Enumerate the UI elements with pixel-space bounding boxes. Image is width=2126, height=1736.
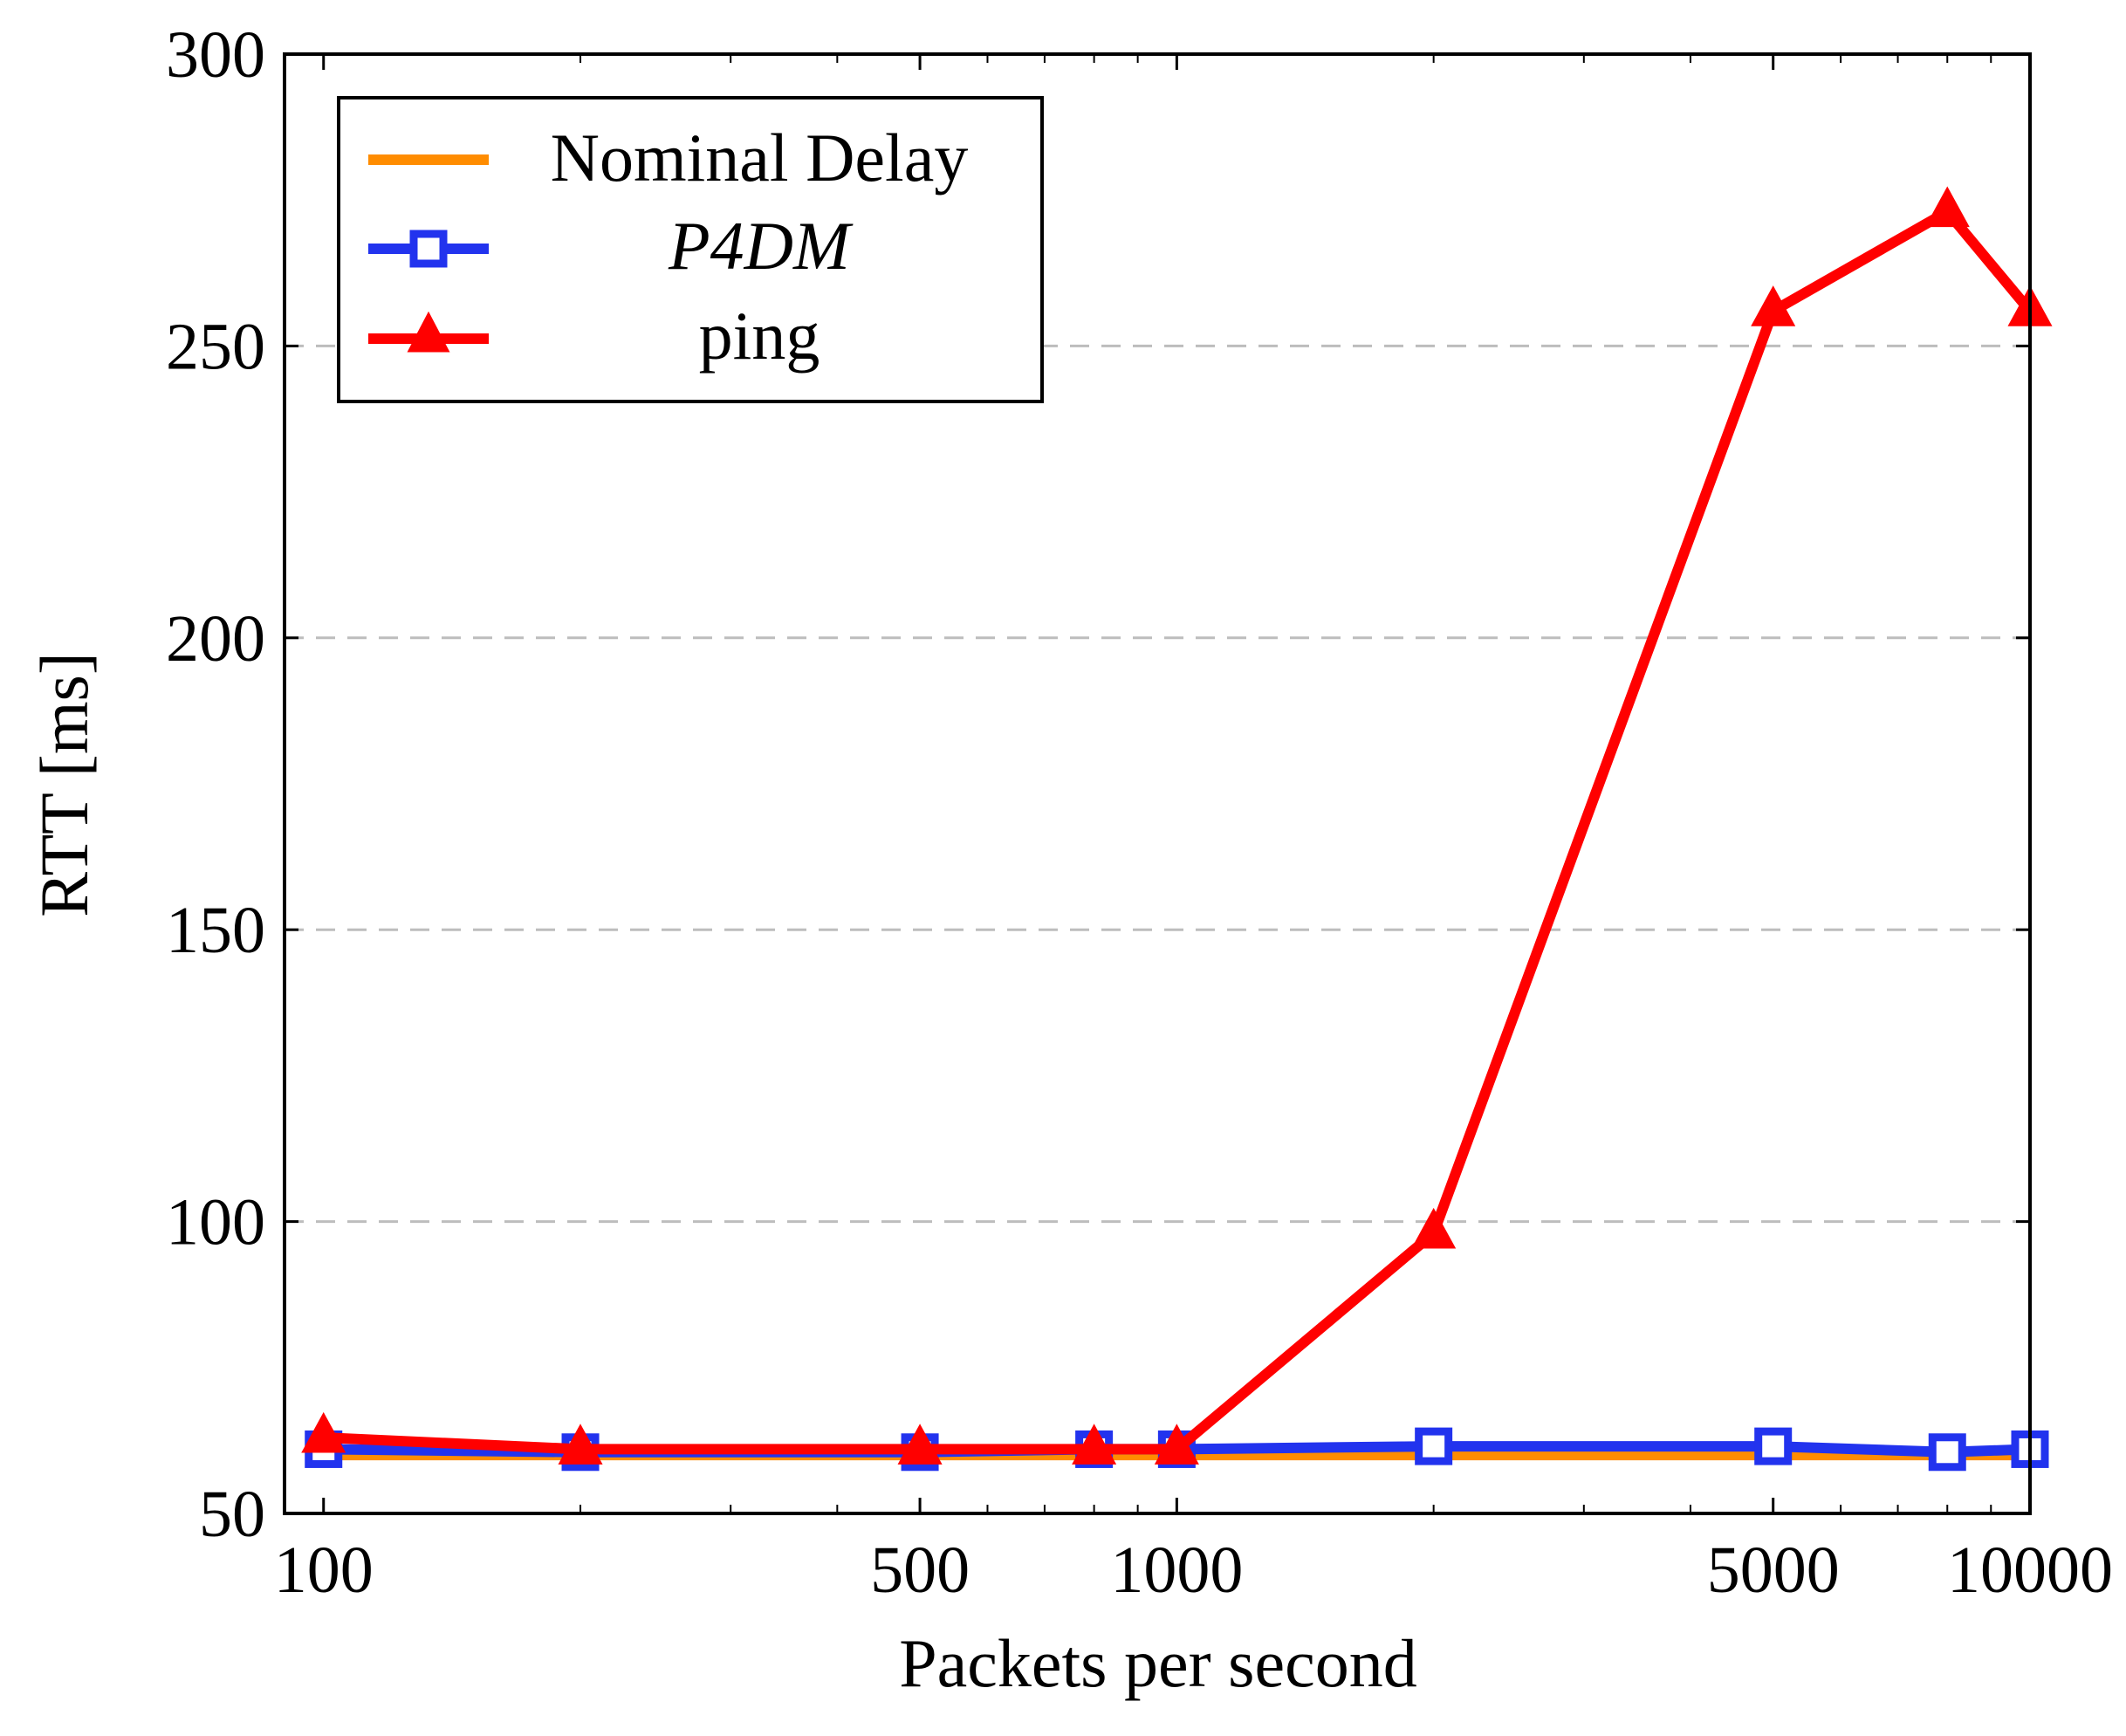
legend-entry-nominal-delay: Nominal Delay [368, 120, 968, 196]
data-point-ping-800 [1072, 1424, 1117, 1465]
legend-label-p4dm: P4DM [668, 208, 854, 284]
y-tick-label-200: 200 [166, 602, 265, 676]
x-tick-label-500: 500 [870, 1534, 970, 1607]
data-point-ping-100 [301, 1411, 346, 1453]
x-axis-label: Packets per second [899, 1625, 1416, 1701]
data-point-ping-2000 [1411, 1207, 1457, 1249]
y-tick-label-300: 300 [166, 18, 265, 92]
legend: Nominal Delay P4DM ping [337, 96, 1044, 403]
legend-label-nominal-delay: Nominal Delay [551, 120, 969, 196]
data-point-ping-8000 [1924, 186, 1970, 228]
data-point-ping-5000 [1751, 285, 1796, 326]
data-point-ping-500 [897, 1424, 943, 1465]
y-tick-label-100: 100 [166, 1186, 265, 1259]
legend-entry-p4dm: P4DM [368, 208, 854, 284]
legend-marker-ping [407, 311, 450, 353]
data-point-p4dm-8000 [1928, 1433, 1966, 1472]
legend-marker-p4dm [409, 230, 448, 268]
legend-entry-ping: ping [368, 298, 820, 374]
data-point-p4dm-2000 [1415, 1427, 1453, 1465]
y-tick-label-150: 150 [166, 894, 265, 967]
data-point-p4dm-5000 [1754, 1427, 1793, 1465]
y-tick-label-50: 50 [199, 1478, 265, 1551]
data-point-ping-200 [558, 1424, 603, 1465]
legend-label-ping: ping [699, 298, 820, 374]
series-ping [301, 186, 2053, 1465]
y-axis-label: RTT [ms] [26, 652, 102, 917]
grid-lines [285, 344, 2030, 1224]
x-tick-label-10000: 10000 [1947, 1534, 2113, 1607]
x-tick-label-1000: 1000 [1110, 1534, 1243, 1607]
plot-series [301, 186, 2053, 1472]
plot-frame [283, 52, 2032, 1515]
x-tick-label-5000: 5000 [1707, 1534, 1840, 1607]
data-point-ping-1000 [1154, 1424, 1199, 1465]
x-tick-label-100: 100 [274, 1534, 374, 1607]
y-tick-label-250: 250 [166, 310, 265, 383]
